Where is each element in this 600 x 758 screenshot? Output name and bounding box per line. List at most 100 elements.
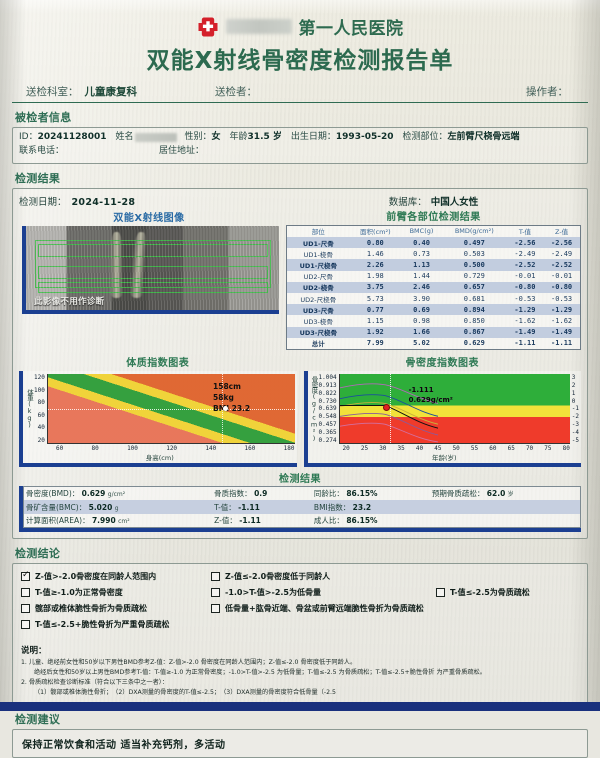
table-cell: UD1-桡骨 bbox=[303, 250, 333, 259]
roi-region-3 bbox=[38, 281, 268, 293]
table-cell: 5.02 bbox=[413, 339, 430, 348]
patient-phone-label: 联系电话： bbox=[19, 145, 65, 156]
bmi-data-point bbox=[222, 406, 228, 412]
patient-info-line-1: ID： 20241128001 姓名 性别： 女 年龄 31.5 岁 出生日期：… bbox=[19, 131, 581, 145]
page-title: 双能X射线骨密度检测报告单 bbox=[146, 48, 454, 74]
table-col-2: BMC(g) bbox=[409, 227, 434, 236]
paper-shade-right bbox=[570, 0, 600, 711]
table-col-1: 面积(cm²) bbox=[360, 228, 391, 237]
summary-table: 骨密度(BMD)： 0.629 g/cm² 骨质指数： 0.9 同龄比： 86.1… bbox=[23, 485, 581, 529]
table-cell: UD2-尺骨 bbox=[303, 273, 333, 282]
note-line: 2. 骨质疏松检查诊断标准（符合以下三条中之一者）： bbox=[21, 678, 169, 686]
conclusion-cell: 髋部或椎体脆性骨折为骨质疏松 bbox=[21, 603, 211, 614]
bmi-plot-area: 158cm 58kg BMI 23.2 bbox=[46, 373, 295, 444]
conclusion-option[interactable]: T-值≥-1.0为正常骨密度 bbox=[21, 587, 211, 598]
table-row: 总计 7.99 5.02 0.629 -1.11 -1.11 bbox=[287, 338, 581, 350]
table-cell: 0.80 bbox=[366, 238, 384, 247]
patient-name-redacted bbox=[134, 133, 177, 143]
tick-label: 0 bbox=[571, 397, 576, 405]
conclusion-option[interactable]: -1.0>T-值>-2.5为低骨量 bbox=[211, 587, 436, 598]
checkbox[interactable] bbox=[211, 588, 220, 598]
summary-cell: Z-值： -1.11 bbox=[212, 514, 312, 528]
table-cell: -2.52 bbox=[514, 261, 536, 270]
table-header-row: 部位 面积(cm²) BMC(g) BMD(g/cm²) T-值 Z-值 bbox=[287, 225, 581, 237]
checkbox[interactable] bbox=[21, 620, 30, 630]
conclusion-label: -1.0>T-值>-2.5为低骨量 bbox=[225, 588, 321, 598]
tick-label: 120 bbox=[166, 444, 178, 452]
table-cell: 0.850 bbox=[463, 316, 485, 325]
xray-caption: 双能X射线图像 bbox=[113, 212, 185, 224]
bmd-data-point bbox=[383, 404, 391, 412]
summary-unit: g/cm² bbox=[107, 491, 126, 499]
patient-id-label: ID： bbox=[19, 132, 38, 142]
summary-cell: 同龄比： 86.15% bbox=[312, 486, 430, 500]
tick-label: 160 bbox=[244, 444, 256, 452]
tick-label: 100 bbox=[34, 386, 45, 394]
table-cell: -1.49 bbox=[514, 328, 536, 337]
conclusion-option[interactable]: Z-值≤-2.0骨密度低于同龄人 bbox=[211, 571, 436, 582]
conclusion-cell: T-值≤-2.5为骨质疏松 bbox=[436, 587, 579, 598]
tick-label: 75 bbox=[544, 444, 552, 452]
hospital-line: 第一人民医院 bbox=[12, 14, 588, 39]
conclusion-option[interactable]: T-值≤-2.5为骨质疏松 bbox=[436, 587, 579, 598]
summary-row: 计算面积(AREA)： 7.990 cm² Z-值： -1.11 成人比： 86.… bbox=[24, 514, 581, 528]
table-cell: 0.867 bbox=[463, 328, 485, 337]
table-cell: UD2-桡骨 bbox=[302, 284, 334, 293]
radius-bone-shape bbox=[129, 231, 148, 299]
summary-unit: g bbox=[114, 504, 119, 512]
summary-value: 86.15% bbox=[346, 489, 378, 499]
database-value: 中国人女性 bbox=[430, 196, 479, 208]
conclusion-row: T-值≤-2.5+脆性骨折为严重骨质疏松 bbox=[21, 619, 579, 630]
tick-label: 80 bbox=[91, 444, 99, 452]
department-row: 送检科室： 儿童康复科 送检者： 操作者： bbox=[12, 84, 588, 103]
conclusion-option[interactable]: 低骨量+肱骨近端、骨盆或前臂远端脆性骨折为骨质疏松 bbox=[211, 603, 436, 614]
conclusion-cell: Z-值>-2.0骨密度在同龄人范围内 bbox=[21, 570, 211, 582]
summary-value: 86.15% bbox=[346, 515, 378, 525]
results-section-title: 检测结果 bbox=[15, 171, 61, 185]
conclusion-checkbox-list: Z-值>-2.0骨密度在同龄人范围内 Z-值≤-2.0骨密度低于同龄人 T-值≥-1… bbox=[13, 564, 587, 640]
summary-key: T-值： bbox=[214, 502, 236, 512]
table-cell: -0.53 bbox=[551, 294, 573, 303]
tick-label: 30 bbox=[379, 444, 387, 452]
table-cell: -0.53 bbox=[514, 294, 536, 303]
table-cell: -1.62 bbox=[514, 316, 536, 325]
summary-key: BMI指数： bbox=[313, 502, 351, 512]
conclusion-option[interactable]: Z-值>-2.0骨密度在同龄人范围内 bbox=[21, 570, 211, 582]
conclusion-label: T-值≤-2.5+脆性骨折为严重骨质疏松 bbox=[35, 620, 170, 630]
summary-value: 0.9 bbox=[254, 489, 268, 499]
checkbox[interactable] bbox=[211, 604, 220, 614]
table-row: UD1-尺骨 0.80 0.40 0.497 -2.56 -2.56 bbox=[286, 237, 581, 249]
measure-site-value: 左前臂尺桡骨远端 bbox=[447, 132, 520, 142]
operator-label: 操作者： bbox=[526, 86, 568, 98]
table-cell: UD3-尺桡骨 bbox=[299, 329, 337, 338]
table-cell: 0.40 bbox=[413, 238, 430, 247]
note-line: 绝经后女性和50岁以上男性BMD参考T-值：T-值≥-1.0 为正常骨密度；-1… bbox=[34, 668, 486, 676]
checkbox[interactable] bbox=[21, 588, 30, 598]
table-cell: -0.80 bbox=[514, 283, 536, 292]
summary-value: 62.0 bbox=[486, 489, 506, 499]
checkbox[interactable] bbox=[21, 604, 30, 614]
sender-label: 送检者： bbox=[215, 86, 257, 98]
measurement-table-column: 数据库： 中国人女性 前臂各部位检测结果 部位 面积(cm²) BMC(g) BMD(g… bbox=[286, 194, 581, 350]
patient-birth-label: 出生日期： bbox=[290, 132, 336, 142]
conclusion-option[interactable]: T-值≤-2.5+脆性骨折为严重骨质疏松 bbox=[21, 619, 211, 630]
tick-label: 0.639 bbox=[318, 405, 337, 413]
tick-label: 0.365 bbox=[318, 429, 337, 437]
roi-region-1 bbox=[38, 243, 268, 257]
annotation-line: 58kg bbox=[213, 393, 234, 403]
table-cell: 3.90 bbox=[413, 294, 430, 303]
tick-label: 20 bbox=[342, 444, 350, 452]
dept-label: 送检科室： bbox=[26, 86, 79, 98]
tick-label: 3 bbox=[571, 373, 576, 381]
checkbox-checked[interactable] bbox=[21, 570, 30, 582]
table-cell: UD3-尺骨 bbox=[302, 306, 334, 315]
conclusion-label: 低骨量+肱骨近端、骨盆或前臂远端脆性骨折为骨质疏松 bbox=[225, 604, 424, 614]
bmi-overlay bbox=[47, 373, 295, 443]
checkbox[interactable] bbox=[211, 572, 220, 582]
conclusion-box: Z-值>-2.0骨密度在同龄人范围内 Z-值≤-2.0骨密度低于同龄人 T-值≥-1… bbox=[12, 563, 588, 705]
table-cell: 0.77 bbox=[366, 305, 384, 314]
checkbox[interactable] bbox=[436, 588, 445, 598]
table-cell: 1.13 bbox=[413, 261, 430, 270]
conclusion-option[interactable]: 髋部或椎体脆性骨折为骨质疏松 bbox=[21, 603, 211, 614]
xray-frame: 此影像不用作诊断 bbox=[22, 225, 279, 314]
